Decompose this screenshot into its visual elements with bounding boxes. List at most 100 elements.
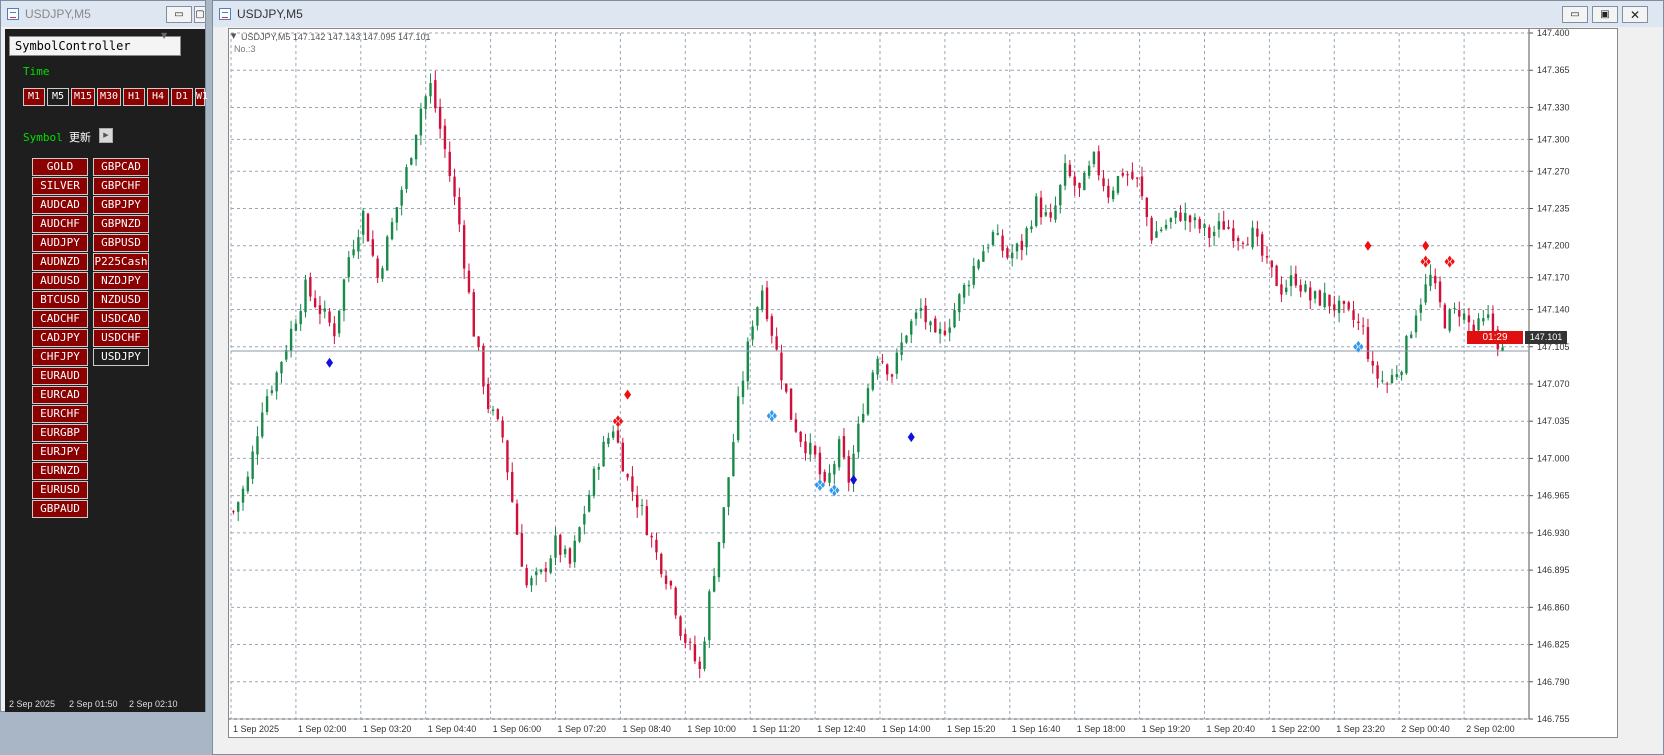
candle-body <box>669 581 673 586</box>
symbol-button-audchf[interactable]: AUDCHF <box>32 215 88 233</box>
candlestick-chart[interactable]: 147.400 147.365 147.330 147.300 147.270 147.2… <box>229 29 1617 737</box>
symbol-button-cadjpy[interactable]: CADJPY <box>32 329 88 347</box>
candle-body <box>583 513 586 525</box>
candle-body <box>275 372 278 392</box>
timeframe-button-m15[interactable]: M15 <box>71 88 95 106</box>
timeframe-button-m1[interactable]: M1 <box>23 88 45 106</box>
candle-body <box>756 307 759 326</box>
symbol-button-usdcad[interactable]: USDCAD <box>93 310 149 328</box>
symbol-button-audjpy[interactable]: AUDJPY <box>32 234 88 252</box>
symbol-button-eurcad[interactable]: EURCAD <box>32 386 88 404</box>
candle-body <box>751 326 754 340</box>
candle-body <box>842 436 846 458</box>
candle-body <box>1309 287 1312 301</box>
candle-body <box>1087 165 1091 176</box>
symbol-button-gbpjpy[interactable]: GBPJPY <box>93 196 149 214</box>
time-tick-label: 1 Sep 11:20 <box>752 724 800 734</box>
symbol-button-gbpnzd[interactable]: GBPNZD <box>93 215 149 233</box>
candle-body <box>357 237 360 252</box>
candle-body <box>554 535 557 558</box>
symbol-button-nzdjpy[interactable]: NZDJPY <box>93 272 149 290</box>
price-chart[interactable]: 147.400 147.365 147.330 147.300 147.270 147.2… <box>228 28 1618 738</box>
symbol-button-chfjpy[interactable]: CHFJPY <box>32 348 88 366</box>
timeframe-button-d1[interactable]: D1 <box>171 88 193 106</box>
symbol-button-usdchf[interactable]: USDCHF <box>93 329 149 347</box>
timeframe-button-w1[interactable]: W1 <box>195 88 208 106</box>
candle-body <box>1260 234 1264 256</box>
symbol-button-silver[interactable]: SILVER <box>32 177 88 195</box>
candle-body <box>809 442 812 455</box>
timeframe-button-m5[interactable]: M5 <box>47 88 69 106</box>
candle-body <box>866 388 870 415</box>
symbol-button-eurchf[interactable]: EURCHF <box>32 405 88 423</box>
candle-body <box>1376 365 1379 379</box>
symbol-button-btcusd[interactable]: BTCUSD <box>32 291 88 309</box>
candle-body <box>833 464 836 475</box>
candle-body <box>342 279 346 311</box>
symbol-button-usdjpy[interactable]: USDJPY <box>93 348 149 366</box>
buy-signal-cluster <box>1353 343 1358 350</box>
timeframe-button-h4[interactable]: H4 <box>147 88 169 106</box>
symbol-button-audnzd[interactable]: AUDNZD <box>32 253 88 271</box>
symbol-button-audcad[interactable]: AUDCAD <box>32 196 88 214</box>
minimize-button[interactable]: ▭ <box>166 6 192 23</box>
candle-body <box>1280 284 1283 295</box>
symbol-button-gbpcad[interactable]: GBPCAD <box>93 158 149 176</box>
candle-body <box>1294 273 1298 286</box>
candle-body <box>664 575 668 584</box>
candle-body <box>1232 228 1235 242</box>
timeframe-button-m30[interactable]: M30 <box>97 88 121 106</box>
collapse-chevron-icon[interactable]: ▼ <box>161 31 168 40</box>
candle-body <box>544 568 548 572</box>
symbol-button-gbpusd[interactable]: GBPUSD <box>93 234 149 252</box>
candle-body <box>1361 325 1365 327</box>
timeframe-button-h1[interactable]: H1 <box>123 88 145 106</box>
restore-button[interactable]: ▢ <box>194 6 206 23</box>
symbol-button-eurjpy[interactable]: EURJPY <box>32 443 88 461</box>
symbol-button-nzdusd[interactable]: NZDUSD <box>93 291 149 309</box>
candle-body <box>1241 242 1245 244</box>
chart-window-titlebar[interactable]: USDJPY,M5 <box>213 1 1663 27</box>
symbol-button-eurgbp[interactable]: EURGBP <box>32 424 88 442</box>
symbol-button-euraud[interactable]: EURAUD <box>32 367 88 385</box>
candle-body <box>1092 152 1096 165</box>
candle-body <box>611 431 615 438</box>
candle-body <box>1030 226 1033 230</box>
buy-signal-diamond <box>907 432 915 443</box>
symbol-button-audusd[interactable]: AUDUSD <box>32 272 88 290</box>
candle-body <box>660 553 663 575</box>
candle-body <box>251 451 254 479</box>
candle-body <box>309 277 312 297</box>
candle-body <box>732 442 735 476</box>
candle-body <box>482 345 485 387</box>
symbol-button-gbpaud[interactable]: GBPAUD <box>32 500 88 518</box>
candle-body <box>1121 173 1124 176</box>
candle-body <box>1270 260 1274 268</box>
chart-menu-triangle-icon[interactable]: ▼ <box>231 32 237 40</box>
candle-body <box>1275 265 1278 287</box>
maximize-button[interactable]: ▣ <box>1592 6 1618 23</box>
symbol-button-gold[interactable]: GOLD <box>32 158 88 176</box>
time-tick-label: 1 Sep 02:00 <box>298 724 347 734</box>
symbol-button-eurusd[interactable]: EURUSD <box>32 481 88 499</box>
close-button[interactable]: ✕ <box>1622 6 1648 23</box>
candle-body <box>948 327 951 333</box>
candle-body <box>424 96 427 110</box>
candle-body <box>857 423 860 453</box>
symbol-button-p225cash[interactable]: P225Cash <box>93 253 149 271</box>
refresh-button[interactable]: ▶ <box>99 128 113 143</box>
symbol-button-gbpchf[interactable]: GBPCHF <box>93 177 149 195</box>
candle-body <box>299 311 302 325</box>
symbol-button-eurnzd[interactable]: EURNZD <box>32 462 88 480</box>
candle-body <box>261 412 264 437</box>
price-tick-label: 147.200 <box>1537 241 1570 251</box>
candle-body <box>1347 302 1350 309</box>
candle-body <box>289 328 293 351</box>
price-tick-label: 147.270 <box>1537 166 1570 176</box>
symbol-button-cadchf[interactable]: CADCHF <box>32 310 88 328</box>
minimize-button[interactable]: ▭ <box>1562 6 1588 23</box>
buy-signal-cluster <box>832 484 837 491</box>
candle-body <box>597 467 600 470</box>
candle-body <box>1400 371 1403 376</box>
time-tick-label: 1 Sep 22:00 <box>1271 724 1320 734</box>
